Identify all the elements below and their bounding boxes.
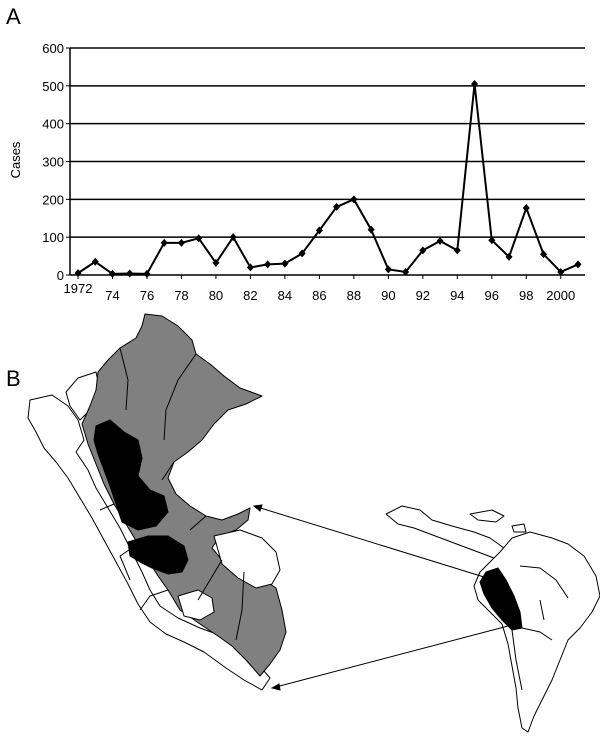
map-region-high-incidence-north bbox=[93, 419, 169, 531]
data-point bbox=[333, 202, 341, 211]
x-tick-label: 74 bbox=[105, 288, 119, 303]
data-point bbox=[195, 234, 203, 243]
map-caribbean-islands bbox=[469, 509, 527, 533]
data-point bbox=[298, 249, 306, 258]
data-point bbox=[143, 269, 151, 278]
map-region-high-incidence-south bbox=[127, 535, 189, 575]
map-country-borders bbox=[511, 565, 569, 691]
data-point bbox=[108, 269, 116, 278]
map-region-interior-white bbox=[213, 529, 281, 589]
cases-series bbox=[74, 79, 582, 278]
x-tick-label: 86 bbox=[312, 288, 326, 303]
data-point bbox=[246, 263, 254, 272]
data-point bbox=[264, 260, 272, 269]
y-tick-label: 300 bbox=[42, 155, 64, 170]
x-tick-label: 78 bbox=[174, 288, 188, 303]
data-point bbox=[419, 246, 427, 255]
data-point bbox=[315, 226, 323, 235]
data-point bbox=[160, 238, 168, 247]
x-tick-label: 90 bbox=[381, 288, 395, 303]
data-point bbox=[212, 258, 220, 267]
y-tick-label: 100 bbox=[42, 230, 64, 245]
y-tick-label: 600 bbox=[42, 41, 64, 56]
chart-axes bbox=[66, 47, 585, 279]
x-tick-label: 82 bbox=[243, 288, 257, 303]
data-point bbox=[281, 259, 289, 268]
data-point bbox=[488, 236, 496, 245]
data-point bbox=[574, 260, 582, 269]
data-point bbox=[522, 204, 530, 213]
data-point bbox=[367, 225, 375, 234]
cases-line-chart: 0 100 200 300 400 500 600 1972 74 76 78 80 82 84 86 88… bbox=[8, 41, 585, 303]
connector-arrowhead-lower bbox=[270, 683, 281, 691]
map-region-small-white bbox=[177, 589, 215, 621]
data-point bbox=[436, 236, 444, 245]
data-point bbox=[126, 269, 134, 278]
data-point bbox=[471, 79, 479, 88]
x-tick-labels: 1972 74 76 78 80 82 84 86 88 90 92 94 96 98 2000 bbox=[64, 281, 576, 303]
x-tick-label: 88 bbox=[347, 288, 361, 303]
y-tick-label: 400 bbox=[42, 117, 64, 132]
x-tick-label: 1972 bbox=[64, 281, 93, 296]
y-tick-labels: 0 100 200 300 400 500 600 bbox=[42, 41, 64, 283]
data-point bbox=[557, 267, 565, 276]
connector-arrowhead-upper bbox=[252, 504, 263, 512]
connector-line-lower bbox=[271, 625, 509, 689]
data-point bbox=[402, 267, 410, 276]
data-point bbox=[229, 233, 237, 242]
x-tick-label: 94 bbox=[450, 288, 464, 303]
data-point bbox=[350, 195, 358, 204]
data-point bbox=[74, 269, 82, 278]
x-tick-label: 84 bbox=[278, 288, 292, 303]
y-tick-label: 500 bbox=[42, 79, 64, 94]
data-point bbox=[177, 238, 185, 247]
data-point bbox=[453, 246, 461, 255]
x-tick-label: 98 bbox=[519, 288, 533, 303]
x-tick-label: 2000 bbox=[546, 288, 575, 303]
x-tick-label: 76 bbox=[140, 288, 154, 303]
map-internal-borders bbox=[99, 347, 245, 641]
map-peru-highlight bbox=[479, 567, 523, 631]
south-america-map bbox=[385, 505, 600, 733]
x-tick-label: 92 bbox=[416, 288, 430, 303]
connector-line-upper bbox=[253, 505, 485, 578]
peru-map bbox=[27, 313, 287, 691]
series-line bbox=[77, 83, 579, 275]
panel-a-label: A bbox=[6, 4, 21, 29]
map-south-america-continent bbox=[473, 531, 600, 733]
y-tick-label: 0 bbox=[57, 268, 64, 283]
x-tick-label: 96 bbox=[485, 288, 499, 303]
y-tick-label: 200 bbox=[42, 192, 64, 207]
x-tick-label: 80 bbox=[209, 288, 223, 303]
y-axis-label: Cases bbox=[8, 141, 23, 178]
data-point bbox=[540, 250, 548, 259]
data-point bbox=[91, 257, 99, 266]
data-point bbox=[505, 252, 513, 261]
map-connector-lines bbox=[252, 504, 509, 691]
chart-gridlines bbox=[70, 47, 585, 238]
panel-b-label: B bbox=[6, 366, 21, 391]
data-point bbox=[384, 265, 392, 274]
